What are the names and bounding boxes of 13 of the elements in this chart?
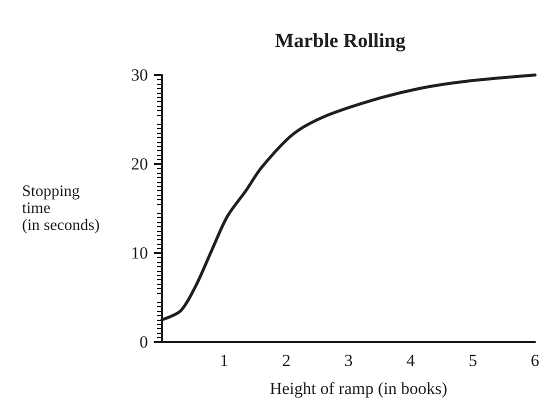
y-tick-label: 20 [131, 154, 148, 174]
y-tick-label: 0 [140, 332, 148, 352]
x-tick-label: 4 [406, 351, 416, 370]
y-axis-title: Stopping time (in seconds) [22, 183, 100, 234]
x-tick-label: 3 [344, 351, 353, 370]
chart-title: Marble Rolling [275, 30, 406, 52]
x-tick-label: 5 [468, 351, 478, 370]
x-tick-label: 6 [530, 351, 540, 370]
x-axis-title: Height of ramp (in books) [270, 379, 448, 398]
x-tick-label: 1 [220, 351, 228, 370]
y-tick-label: 30 [131, 66, 148, 84]
x-tick-label: 2 [282, 351, 291, 370]
y-tick-label: 10 [131, 244, 148, 262]
